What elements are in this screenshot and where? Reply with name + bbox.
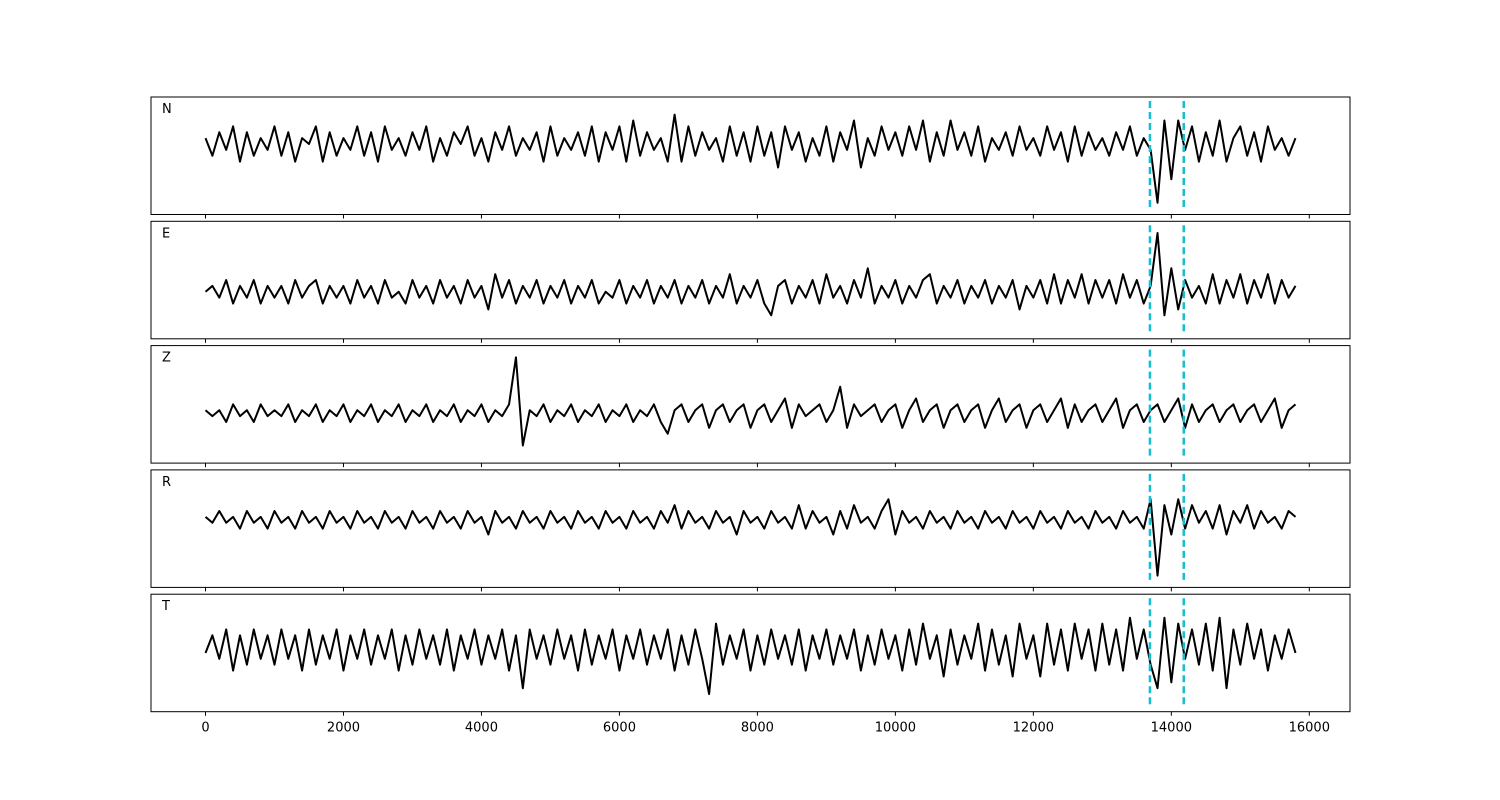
x-tick-label: 8000 [741, 721, 774, 736]
x-tick-label: 0 [201, 721, 209, 736]
x-tick-label: 4000 [465, 721, 498, 736]
panel-label: T [161, 599, 170, 614]
panel-label: E [162, 226, 170, 241]
x-tick-label: 16000 [1289, 721, 1330, 736]
x-tick-label: 10000 [875, 721, 916, 736]
axes-frame [150, 469, 1351, 588]
trace [204, 616, 1297, 696]
x-tick-label: 14000 [1151, 721, 1192, 736]
trace [204, 232, 1297, 317]
panel-label: R [162, 475, 171, 490]
x-tick-label: 6000 [603, 721, 636, 736]
x-tick-label: 2000 [327, 721, 360, 736]
x-tick-label: 12000 [1013, 721, 1054, 736]
trace [204, 498, 1297, 577]
axes-frame [150, 96, 1351, 215]
axes-frame [150, 593, 1351, 713]
axes-frame [150, 345, 1351, 464]
axes-frame [150, 220, 1351, 340]
trace [204, 113, 1297, 204]
trace [204, 356, 1297, 447]
panel-label: N [162, 102, 172, 117]
panel-label: Z [162, 351, 171, 366]
